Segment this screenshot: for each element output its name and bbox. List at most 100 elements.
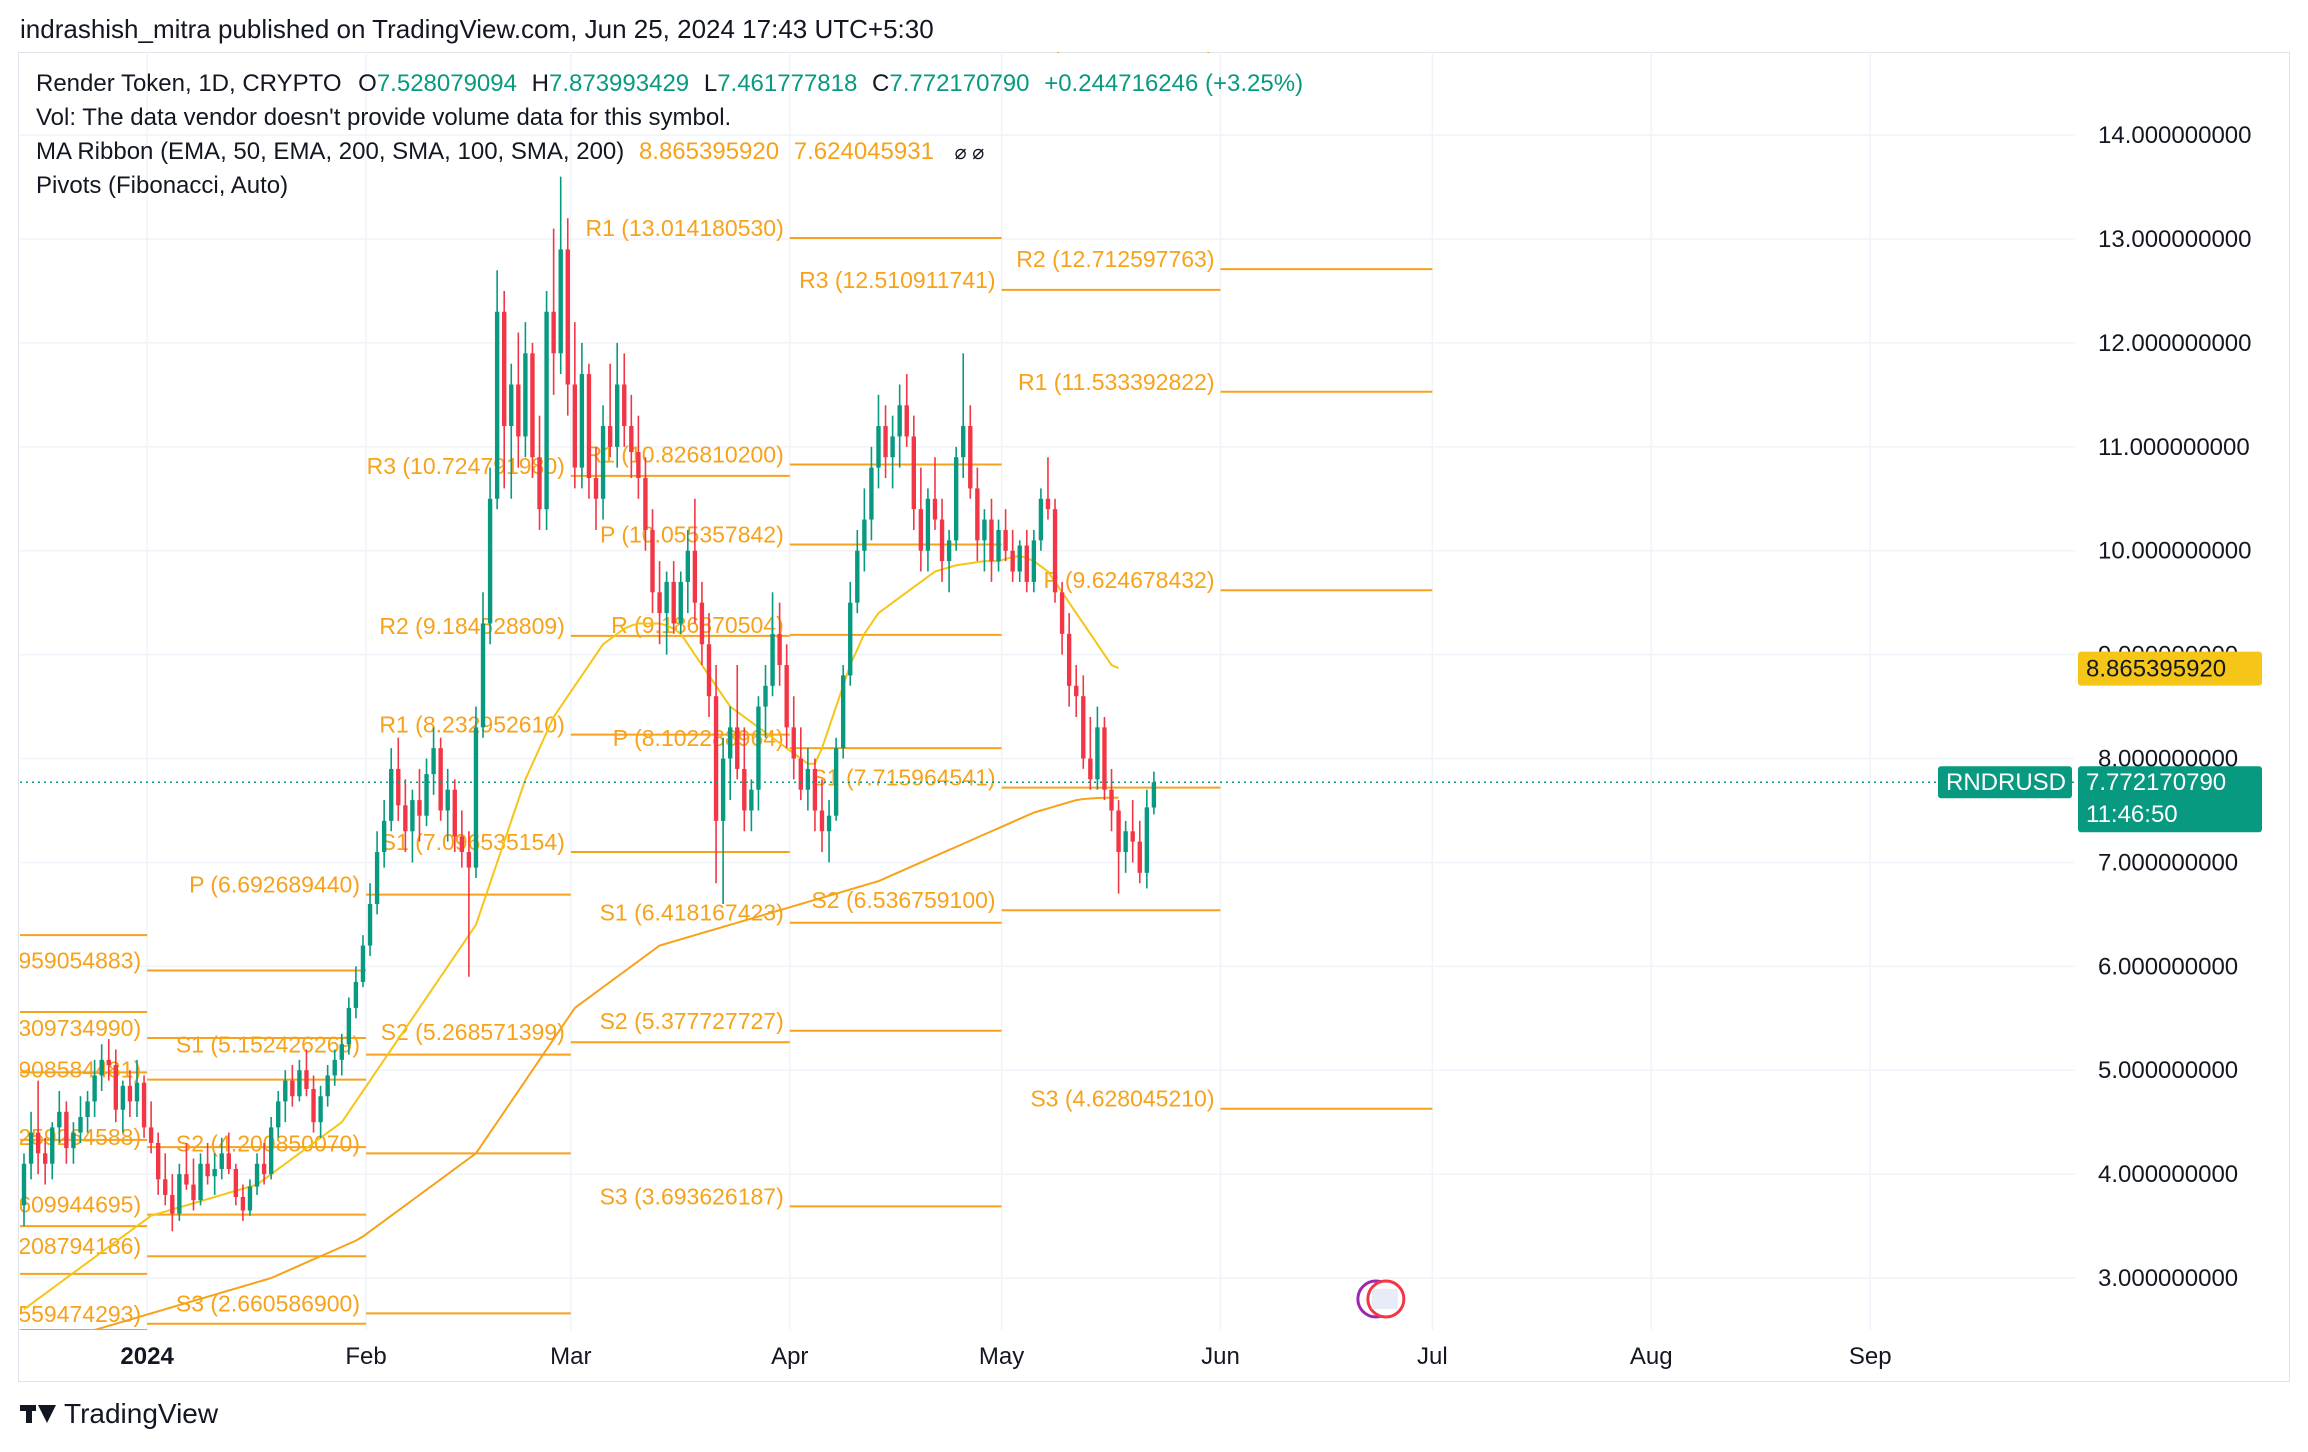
candle-body: [1088, 758, 1093, 780]
candle-body: [629, 426, 634, 453]
candle-body: [713, 696, 719, 821]
pivot-level-label: S1 (7.715964541): [811, 765, 995, 791]
candle-body: [890, 436, 895, 458]
last-price-badge-bg: [2078, 766, 2262, 833]
legend-close-label: C: [872, 70, 890, 97]
candle-body: [572, 384, 578, 468]
pivot-level-label: P (9.624678432): [1044, 567, 1215, 593]
candle-body: [424, 774, 429, 816]
legend-close-value: 7.772170790: [889, 70, 1030, 97]
pivot-level-label: 99072048): [0, 1307, 14, 1333]
y-axis-tick-label: 5.000000000: [2098, 1057, 2238, 1084]
pivot-level-label: 03779282): [0, 1049, 14, 1075]
candle-body: [770, 633, 775, 686]
pivot-level-label: S3 (2.309748711): [382, 1327, 564, 1353]
candle-body: [184, 1174, 189, 1185]
candle-body: [198, 1163, 203, 1201]
ma-badge-text: 8.865395920: [2086, 656, 2226, 683]
pivot-level-label: 56 )55): [0, 1117, 14, 1143]
candle-body: [706, 644, 712, 697]
pivot-level-label: R3 (5.959054883): [0, 947, 141, 973]
x-axis-tick-label: Feb: [345, 1343, 386, 1370]
candle-body: [346, 1007, 352, 1045]
ma-slow-line: [91, 796, 1119, 1330]
candle-body: [720, 758, 726, 821]
x-axis-tick-label: May: [979, 1343, 1024, 1370]
candle-body: [452, 789, 457, 837]
candle-body: [982, 519, 987, 541]
pivot-level-label: R2 (14.842144285): [586, 25, 784, 51]
y-axis-tick-label: 4.000000000: [2098, 1161, 2238, 1188]
candle-body: [819, 810, 825, 832]
candle-body: [692, 550, 698, 603]
candle-body: [530, 353, 535, 458]
legend-change: +0.244716246 (+3.25%): [1044, 70, 1304, 97]
candle-body: [918, 509, 924, 551]
tradingview-logo-icon: [20, 1403, 56, 1425]
candle-body: [254, 1163, 260, 1187]
legend-symbol: Render Token, 1D, CRYPTO: [36, 70, 342, 97]
candle-body: [177, 1174, 182, 1214]
pivot-level-label: P (4.259264588): [0, 1124, 141, 1150]
candle-body: [996, 529, 1001, 562]
candle-body: [749, 789, 754, 811]
candle-body: [1066, 633, 1072, 686]
ma-badge-bg: [2078, 651, 2262, 686]
candle-body: [523, 353, 528, 437]
symbol-badge-bg: [1938, 766, 2072, 799]
candle-body: [650, 529, 655, 593]
pivot-level-label: S1 (5.152426269): [176, 1032, 360, 1058]
candle-body: [840, 675, 846, 749]
candle-body: [607, 426, 613, 447]
candle-body: [968, 426, 973, 489]
symbol-badge-text: RNDRUSD: [1946, 769, 2066, 796]
legend-low-label: L: [703, 70, 718, 97]
tradingview-logo[interactable]: TradingView: [20, 1398, 218, 1430]
pivot-level-label: P (10.055357842): [600, 521, 784, 547]
candle-body: [21, 1163, 27, 1206]
legend-pivots[interactable]: Pivots (Fibonacci, Auto): [36, 172, 289, 199]
candle-body: [953, 457, 959, 541]
legend-open-value: 7.528079094: [376, 70, 517, 97]
price-chart[interactable]: 13264862) 65654035) 03779282) 56 )55) 085576…: [0, 0, 2308, 1390]
candle-body: [473, 727, 479, 868]
candle-body: [939, 519, 945, 562]
legend-ohlc: Render Token, 1D, CRYPTO O7.528079094 H7…: [36, 70, 1303, 98]
candle-body: [64, 1111, 69, 1149]
candle-body: [565, 249, 570, 385]
candle-body: [1081, 696, 1086, 759]
candle-body: [1095, 727, 1100, 780]
candle-body: [855, 550, 860, 603]
candle-body: [163, 1179, 168, 1195]
candle-body: [1109, 789, 1114, 811]
tradingview-brand: TradingView: [64, 1398, 219, 1429]
candle-body: [869, 467, 874, 520]
pivot-level-label: S1 (3.609944695): [0, 1192, 141, 1218]
candle-body: [205, 1163, 210, 1177]
candle-body: [1151, 782, 1157, 808]
candle-body: [113, 1065, 118, 1110]
legend-low-value: 7.461777818: [717, 70, 858, 97]
candle-body: [622, 384, 627, 427]
candle-body: [791, 727, 796, 759]
candle-body: [756, 706, 761, 790]
candle-body: [459, 836, 465, 853]
candle-body: [106, 1059, 111, 1066]
publisher-line: indrashish_mitra published on TradingVie…: [20, 14, 934, 44]
candle-body: [593, 478, 599, 499]
x-axis-tick-label: Jul: [1417, 1343, 1448, 1370]
candle-body: [600, 426, 606, 499]
candle-body: [925, 498, 931, 551]
candle-body: [516, 384, 521, 437]
chart-frame[interactable]: [18, 52, 2290, 1382]
candle-body: [1010, 550, 1015, 572]
legend-ma-ribbon[interactable]: MA Ribbon (EMA, 50, EMA, 200, SMA, 100, …: [36, 138, 984, 166]
legend-ma-ribbon-label: MA Ribbon (EMA, 50, EMA, 200, SMA, 100, …: [36, 138, 625, 165]
candle-body: [735, 727, 740, 769]
candle-body: [1130, 831, 1135, 842]
candle-body: [946, 540, 952, 562]
candle-body: [381, 820, 387, 853]
y-axis-tick-label: 13.000000000: [2098, 226, 2252, 253]
candle-body: [247, 1186, 253, 1211]
candle-body: [671, 581, 676, 624]
